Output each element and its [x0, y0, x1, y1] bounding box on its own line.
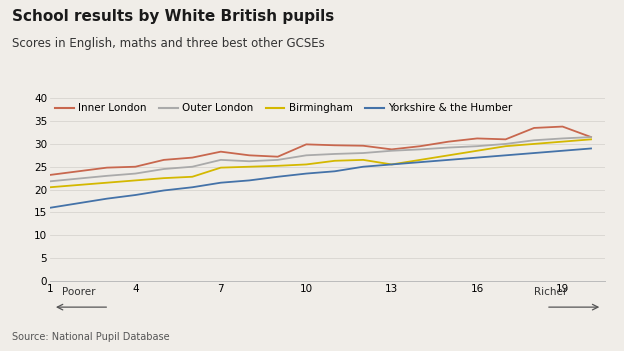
Text: School results by White British pupils: School results by White British pupils — [12, 9, 334, 24]
Text: Poorer: Poorer — [62, 287, 96, 297]
Legend: Inner London, Outer London, Birmingham, Yorkshire & the Humber: Inner London, Outer London, Birmingham, … — [55, 104, 512, 113]
Text: Source: National Pupil Database: Source: National Pupil Database — [12, 332, 170, 342]
Text: Richer: Richer — [534, 287, 567, 297]
Text: Scores in English, maths and three best other GCSEs: Scores in English, maths and three best … — [12, 37, 325, 50]
